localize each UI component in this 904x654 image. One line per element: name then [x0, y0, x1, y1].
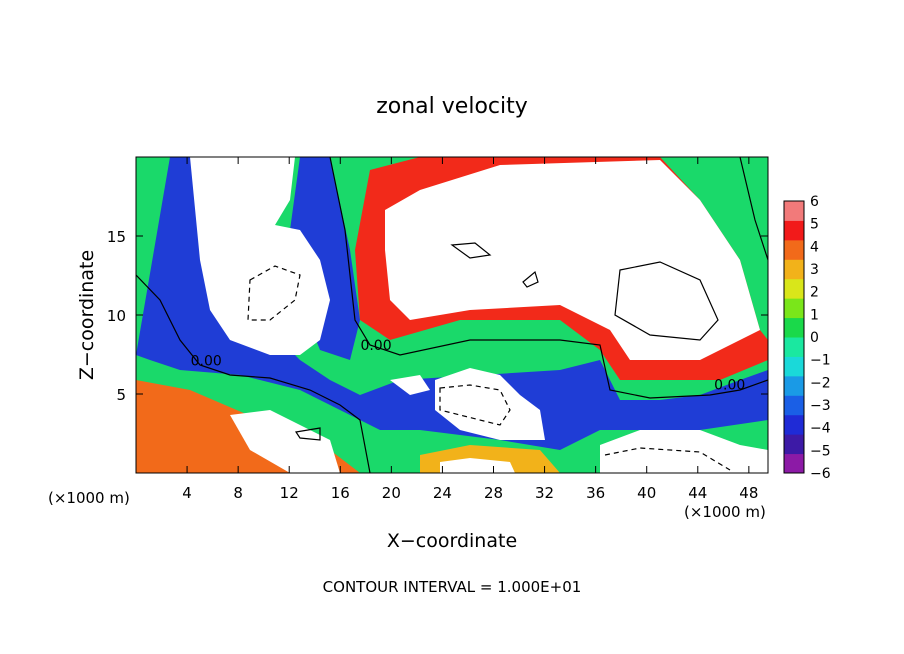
contour-dashed-center [439, 384, 511, 426]
colorbar-swatch [784, 375, 804, 396]
colorbar-swatch [784, 453, 804, 474]
y-axis-ticks: 5 10 15 [107, 228, 768, 404]
saturated-region-upper-left [190, 157, 330, 355]
colorbar-tick-label: −5 [810, 443, 831, 459]
colorbar-tick-label: −4 [810, 421, 831, 437]
colorbar-swatch [784, 317, 804, 338]
y-axis-label: Z−coordinate [76, 250, 98, 380]
colorbar-tick-label: −1 [810, 353, 831, 369]
x-tick-label: 48 [739, 484, 758, 502]
x-tick-label: 4 [182, 484, 192, 502]
x-axis-ticks: 4 8 12 16 20 24 28 32 36 40 44 48 [182, 157, 758, 502]
colorbar-swatch [784, 259, 804, 280]
y-tick-label: 5 [116, 386, 126, 404]
colorbar-swatch [784, 220, 804, 241]
colorbar-frame [783, 200, 805, 474]
x-tick-label: 16 [331, 484, 350, 502]
colorbar-swatch [784, 337, 804, 357]
saturated-region-lower-right [600, 430, 768, 473]
colorbar-tick-label: 2 [810, 285, 819, 301]
x-tick-label: 32 [535, 484, 554, 502]
contour-label: 0.00 [191, 354, 222, 370]
colorbar-tick-label: −3 [810, 398, 831, 414]
colorbar-tick-label: −2 [810, 375, 831, 391]
saturated-region-small [390, 375, 430, 395]
colorbar-tick-label: 3 [810, 262, 819, 278]
x-tick-label: 20 [382, 484, 401, 502]
colorbar-tick-label: −6 [810, 466, 831, 482]
contour-label: 0.00 [360, 338, 391, 354]
saturated-region-lower-left [230, 410, 340, 473]
contour-interval-footer: CONTOUR INTERVAL = 1.000E+01 [323, 578, 582, 596]
x-tick-label: 36 [586, 484, 605, 502]
contour-closed-small-2 [522, 270, 539, 288]
saturated-region-bottom [440, 458, 515, 473]
colorbar-swatch [784, 434, 804, 455]
x-axis-label: X−coordinate [387, 530, 517, 552]
saturated-region-upper-right [385, 160, 760, 360]
y-tick-label: 10 [107, 307, 126, 325]
contour-closed-small-1 [450, 242, 492, 259]
contour-labels: 0.00 0.00 0.00 [191, 338, 746, 394]
velocity-field [136, 157, 768, 473]
negative-core-band [136, 157, 768, 450]
colorbar-tick-label: 0 [810, 330, 819, 346]
plot-area: 0.00 0.00 0.00 [135, 156, 769, 474]
contour-dashed-left [247, 265, 301, 321]
colorbar-tick-labels: 6 5 4 3 2 1 0 −1 −2 −3 −4 −5 −6 [810, 194, 831, 482]
contour-closed-right [614, 261, 719, 341]
x-tick-label: 40 [637, 484, 656, 502]
colorbar-swatch [784, 356, 804, 377]
x-tick-label: 28 [484, 484, 503, 502]
colorbar-tick-label: 1 [810, 307, 819, 323]
zero-contour-left [136, 274, 371, 473]
colorbar-tick-label: 6 [810, 194, 819, 210]
x-unit-right-label: (×1000 m) [684, 503, 766, 521]
colorbar-swatch [784, 201, 804, 221]
colorbar-swatch [784, 278, 804, 299]
contour-closed-small-3 [294, 427, 321, 441]
x-tick-label: 24 [433, 484, 452, 502]
colorbar-tick-label: 5 [810, 217, 819, 233]
chart-title: zonal velocity [376, 94, 528, 119]
zero-contour-middle [329, 157, 768, 399]
x-tick-label: 12 [280, 484, 299, 502]
colorbar-tick-label: 4 [810, 239, 819, 255]
contour-dashed-lower-right [604, 447, 731, 471]
colorbar [783, 200, 805, 474]
x-tick-label: 8 [233, 484, 243, 502]
colorbar-swatch [784, 298, 804, 319]
colorbar-swatch [784, 395, 804, 416]
y-tick-label: 15 [107, 228, 126, 246]
x-unit-left-label: (×1000 m) [48, 489, 130, 507]
zero-contour-right [739, 157, 768, 261]
colorbar-swatch [784, 414, 804, 435]
contour-label: 0.00 [714, 377, 745, 393]
colorbar-swatch [784, 239, 804, 260]
x-tick-label: 44 [688, 484, 707, 502]
